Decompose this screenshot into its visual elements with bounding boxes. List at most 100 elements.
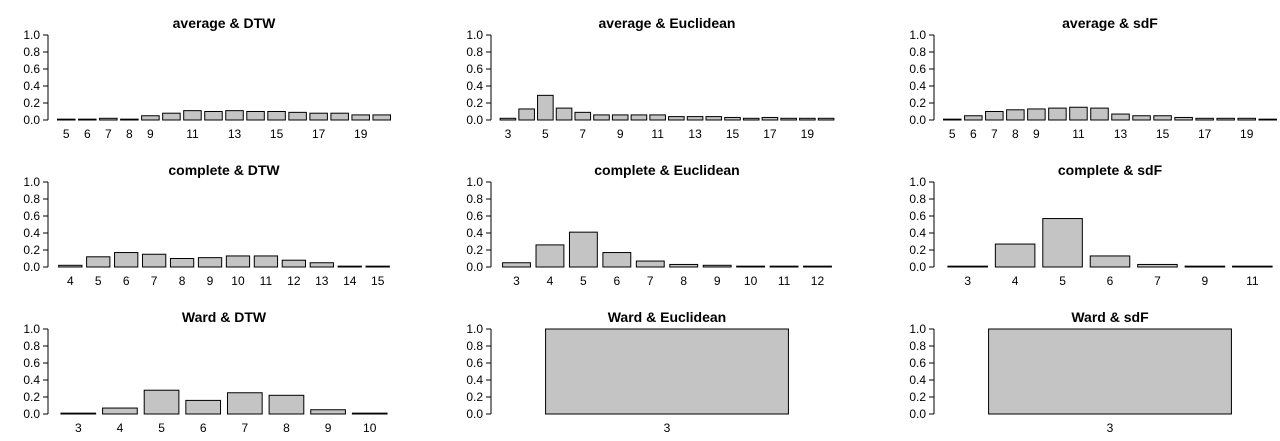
x-tick-label: 7: [105, 127, 112, 141]
y-tick-label: 0.8: [466, 45, 483, 59]
bar-5: [57, 118, 76, 121]
x-tick-label: 5: [63, 127, 70, 141]
bars: 3: [988, 328, 1232, 435]
y-tick-label: 0.0: [466, 260, 483, 274]
bar-9: [1184, 265, 1226, 268]
y-tick-label: 0.8: [23, 192, 40, 206]
bar-12: [803, 265, 832, 268]
bars: 5 6 7 8 9 11 13 15 17 19: [943, 106, 1277, 141]
y-tick-label: 0.2: [23, 243, 40, 257]
bars: 3 4 5 6 7 9 11: [947, 218, 1273, 288]
x-tick-label: 15: [371, 274, 385, 288]
bar-5: [943, 118, 962, 121]
chart-panel: complete & sdF 0.0 0.2 0.4 0.6 0.8 1.0 3 4 5 6 7 9 11: [909, 162, 1273, 288]
x-tick-label: 7: [991, 127, 998, 141]
bar-10: [630, 114, 648, 121]
x-tick-label: 19: [354, 127, 368, 141]
bar-3: [60, 412, 97, 415]
chart-title: Ward & sdF: [1071, 309, 1149, 325]
bar-18: [780, 117, 797, 121]
y-tick-label: 0.6: [466, 356, 483, 370]
bar-8: [268, 394, 305, 415]
chart-title: Ward & Euclidean: [608, 309, 727, 325]
bar-9: [197, 257, 223, 268]
bar-5: [1042, 218, 1083, 268]
bar-4: [102, 407, 138, 415]
bar-12: [668, 116, 685, 121]
y-tick-label: 0.2: [23, 96, 40, 110]
x-tick-label: 11: [778, 274, 791, 288]
y-axis: 0.0 0.2 0.4 0.6 0.8 1.0: [909, 175, 935, 274]
bar-12: [281, 259, 307, 268]
bar-17: [1195, 117, 1214, 121]
bar-13: [225, 110, 244, 121]
x-tick-label: 3: [664, 421, 671, 435]
y-tick-label: 0.8: [909, 339, 926, 353]
bar-5: [537, 94, 554, 121]
y-tick-label: 0.2: [23, 390, 40, 404]
y-tick-label: 1.0: [909, 28, 926, 42]
x-tick-label: 7: [647, 274, 654, 288]
y-axis: 0.0 0.2 0.4 0.6 0.8 1.0: [466, 28, 492, 127]
bar-7: [99, 117, 118, 121]
y-tick-label: 0.2: [909, 96, 926, 110]
x-tick-label: 9: [147, 127, 154, 141]
bar-4: [518, 108, 535, 121]
y-axis: 0.0 0.2 0.4 0.6 0.8 1.0: [909, 28, 935, 127]
y-tick-label: 0.4: [23, 226, 40, 240]
chart-panel: complete & DTW 0.0 0.2 0.4 0.6 0.8 1.0 4 5 6 7 8 9 10…: [23, 162, 390, 288]
x-tick-label: 11: [1246, 274, 1259, 288]
y-tick-label: 1.0: [23, 28, 40, 42]
x-tick-label: 6: [123, 274, 130, 288]
chart-panel: complete & Euclidean 0.0 0.2 0.4 0.6 0.8 1.0 3 4…: [466, 162, 832, 288]
x-tick-label: 10: [363, 421, 377, 435]
x-tick-label: 4: [117, 421, 124, 435]
x-tick-label: 8: [1012, 127, 1019, 141]
bar-9: [702, 264, 732, 268]
bar-5: [143, 389, 180, 415]
chart-panel: average & Euclidean 0.0 0.2 0.4 0.6 0.8 1.0 3 5 7…: [466, 15, 835, 141]
y-tick-label: 0.8: [466, 339, 483, 353]
x-tick-label: 6: [84, 127, 91, 141]
bar-10: [1048, 107, 1067, 121]
y-tick-label: 0.2: [909, 243, 926, 257]
y-tick-label: 1.0: [909, 175, 926, 189]
y-tick-label: 0.6: [466, 209, 483, 223]
bar-13: [309, 262, 334, 268]
bar-8: [669, 263, 699, 268]
bars: 3 4 5 6 7 8 9 10: [60, 389, 388, 435]
x-tick-label: 5: [542, 127, 549, 141]
y-tick-label: 0.0: [23, 260, 40, 274]
bar-4: [535, 244, 565, 268]
y-tick-label: 0.0: [909, 407, 926, 421]
chart-title: Ward & DTW: [182, 309, 267, 325]
y-tick-label: 0.6: [23, 209, 40, 223]
bar-9: [141, 115, 160, 121]
bar-14: [337, 265, 362, 268]
x-tick-label: 17: [312, 127, 326, 141]
bar-10: [225, 255, 251, 268]
x-tick-label: 12: [287, 274, 301, 288]
bar-3: [947, 265, 988, 268]
bar-11: [253, 255, 279, 268]
y-tick-label: 0.2: [466, 96, 483, 110]
bar-7: [141, 253, 167, 268]
x-tick-label: 4: [547, 274, 554, 288]
x-tick-label: 8: [126, 127, 133, 141]
chart-panel: Ward & DTW 0.0 0.2 0.4 0.6 0.8 1.0 3 4 5 6 7 8 9 10: [23, 309, 388, 435]
bar-11: [1232, 265, 1273, 268]
bar-17: [761, 116, 779, 121]
bar-14: [705, 116, 723, 121]
bar-12: [1090, 107, 1109, 121]
x-tick-label: 12: [811, 274, 825, 288]
bar-16: [1174, 116, 1193, 121]
bar-7: [1137, 263, 1178, 268]
y-axis: 0.0 0.2 0.4 0.6 0.8 1.0: [466, 175, 492, 274]
x-tick-label: 13: [315, 274, 329, 288]
x-tick-label: 11: [186, 127, 199, 141]
x-tick-label: 3: [1107, 421, 1114, 435]
chart-title: complete & sdF: [1058, 162, 1163, 178]
bars: 5 6 7 8 9 11 13 15 17 19: [57, 110, 391, 141]
bar-9: [611, 114, 629, 121]
x-tick-label: 13: [228, 127, 242, 141]
